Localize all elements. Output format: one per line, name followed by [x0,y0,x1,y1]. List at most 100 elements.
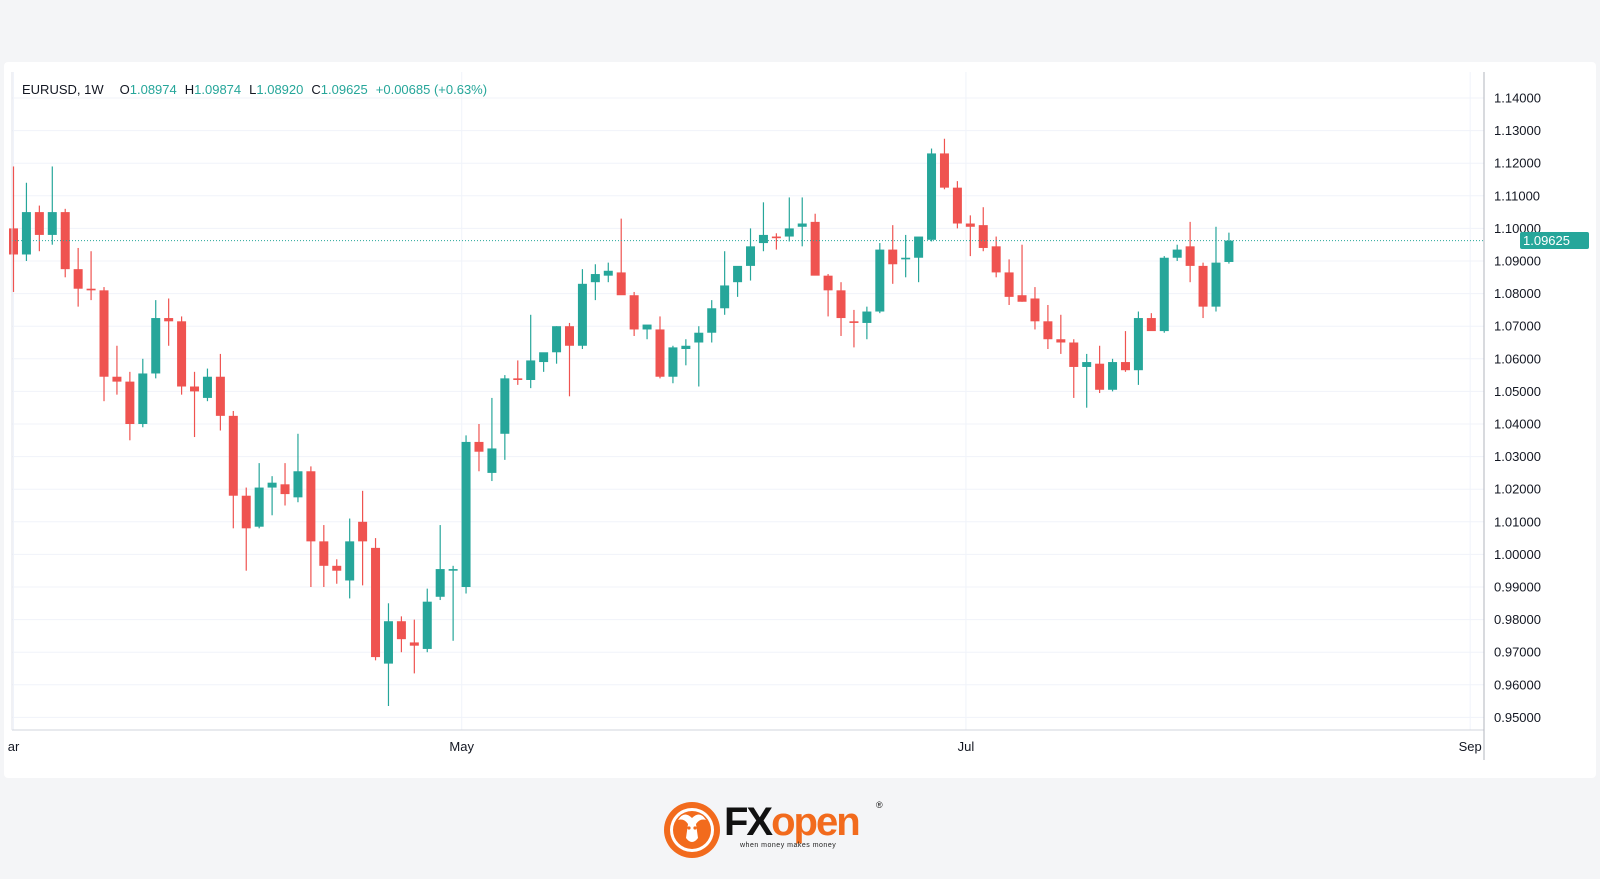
x-tick-label: Jul [958,739,975,754]
candle[interactable] [1146,313,1156,332]
candle[interactable] [746,228,756,281]
candle[interactable] [280,463,290,506]
candle[interactable] [642,324,652,340]
candle[interactable] [978,207,988,252]
candle[interactable] [707,300,717,343]
candle[interactable] [345,518,355,599]
candle[interactable] [474,424,484,472]
candle[interactable] [409,619,419,674]
candle[interactable] [784,197,794,242]
candle[interactable] [1017,244,1027,302]
candle[interactable] [733,265,743,297]
candle[interactable] [267,476,277,516]
candle[interactable] [177,316,187,395]
candle-body [564,326,574,346]
candle[interactable] [513,360,523,385]
candle[interactable] [603,262,613,283]
candle[interactable] [9,166,18,292]
candle[interactable] [552,326,562,364]
candle[interactable] [1030,287,1040,330]
candle[interactable] [1211,226,1221,312]
candle[interactable] [358,490,368,586]
candle[interactable] [629,291,639,336]
candle[interactable] [383,603,393,706]
candle[interactable] [241,487,251,571]
candle[interactable] [73,247,83,307]
candle[interactable] [1159,256,1169,333]
candle[interactable] [461,435,471,594]
candle[interactable] [151,300,161,379]
candle[interactable] [771,233,781,250]
candle[interactable] [228,410,238,529]
candle[interactable] [21,182,31,261]
candle[interactable] [720,251,730,315]
candle[interactable] [1108,358,1118,392]
candle[interactable] [875,243,885,314]
candle[interactable] [254,463,264,529]
candle[interactable] [1043,305,1053,350]
candle[interactable] [190,371,200,438]
candle[interactable] [1172,244,1182,261]
candle[interactable] [202,368,212,402]
candle[interactable] [306,466,316,587]
candle[interactable] [836,282,846,336]
symbol-label[interactable]: EURUSD, 1W [22,82,104,97]
candle[interactable] [371,538,381,661]
candle[interactable] [862,306,872,340]
candle[interactable] [435,525,445,601]
candle[interactable] [590,264,600,301]
candle[interactable] [1224,232,1234,264]
candle[interactable] [655,316,665,379]
candle[interactable] [448,565,458,641]
candle[interactable] [965,215,975,257]
candle[interactable] [564,322,574,397]
candle[interactable] [526,314,536,389]
candle[interactable] [668,345,678,384]
candle[interactable] [86,251,96,301]
candle[interactable] [60,208,70,278]
candle[interactable] [927,148,937,242]
candle[interactable] [797,197,807,247]
candle[interactable] [914,236,924,283]
candle[interactable] [422,588,432,653]
candle-body [1159,257,1169,332]
candle[interactable] [47,166,57,245]
candle[interactable] [332,559,342,584]
candle[interactable] [1095,345,1105,394]
candle[interactable] [487,397,497,482]
candle[interactable] [1069,339,1079,398]
candle[interactable] [1185,221,1195,283]
candle[interactable] [125,371,135,441]
candle[interactable] [99,287,109,402]
candle[interactable] [1056,314,1066,354]
candle[interactable] [888,225,898,284]
candle[interactable] [1198,262,1208,319]
candle[interactable] [500,375,510,460]
candle[interactable] [539,352,549,372]
candle[interactable] [1133,311,1143,385]
candle[interactable] [319,525,329,587]
candle[interactable] [823,274,833,317]
candle[interactable] [1004,259,1014,306]
candle[interactable] [215,353,225,431]
candle[interactable] [112,345,122,395]
candle[interactable] [1082,353,1092,408]
candle[interactable] [810,213,820,276]
candle[interactable] [694,326,704,387]
candle[interactable] [901,234,911,278]
candle[interactable] [396,616,406,653]
candle[interactable] [616,218,626,296]
candle[interactable] [293,433,303,503]
candle[interactable] [34,205,44,252]
candle[interactable] [138,358,148,428]
candle[interactable] [1120,331,1130,372]
candle[interactable] [577,269,587,350]
candle[interactable] [952,181,962,229]
candle[interactable] [991,236,1001,278]
candle[interactable] [681,339,691,366]
candle[interactable] [849,309,859,348]
candle[interactable] [758,202,768,252]
candle[interactable] [939,138,949,190]
candle[interactable] [164,298,174,346]
